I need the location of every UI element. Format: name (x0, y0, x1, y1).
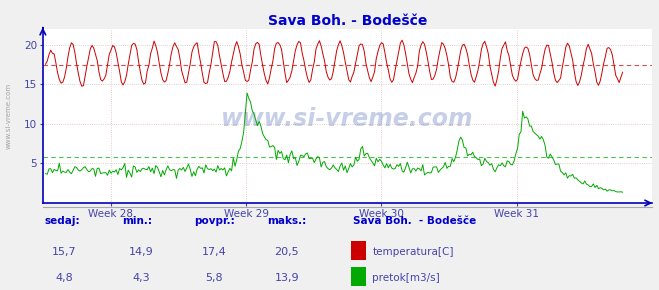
Text: pretok[m3/s]: pretok[m3/s] (372, 273, 440, 283)
Text: sedaj:: sedaj: (45, 216, 80, 226)
Text: maks.:: maks.: (267, 216, 306, 226)
Title: Sava Boh. - Bodešče: Sava Boh. - Bodešče (268, 14, 427, 28)
Text: temperatura[C]: temperatura[C] (372, 247, 454, 257)
Text: www.si-vreme.com: www.si-vreme.com (5, 83, 11, 149)
Text: 4,8: 4,8 (56, 273, 73, 283)
Text: www.si-vreme.com: www.si-vreme.com (221, 108, 474, 131)
Text: 15,7: 15,7 (52, 247, 77, 257)
Text: min.:: min.: (122, 216, 152, 226)
Text: 13,9: 13,9 (274, 273, 299, 283)
Text: Sava Boh.  - Bodešče: Sava Boh. - Bodešče (353, 216, 476, 226)
Text: 14,9: 14,9 (129, 247, 154, 257)
Text: 5,8: 5,8 (206, 273, 223, 283)
Text: povpr.:: povpr.: (194, 216, 235, 226)
Text: 20,5: 20,5 (274, 247, 299, 257)
Text: 17,4: 17,4 (202, 247, 227, 257)
Text: 4,3: 4,3 (133, 273, 150, 283)
